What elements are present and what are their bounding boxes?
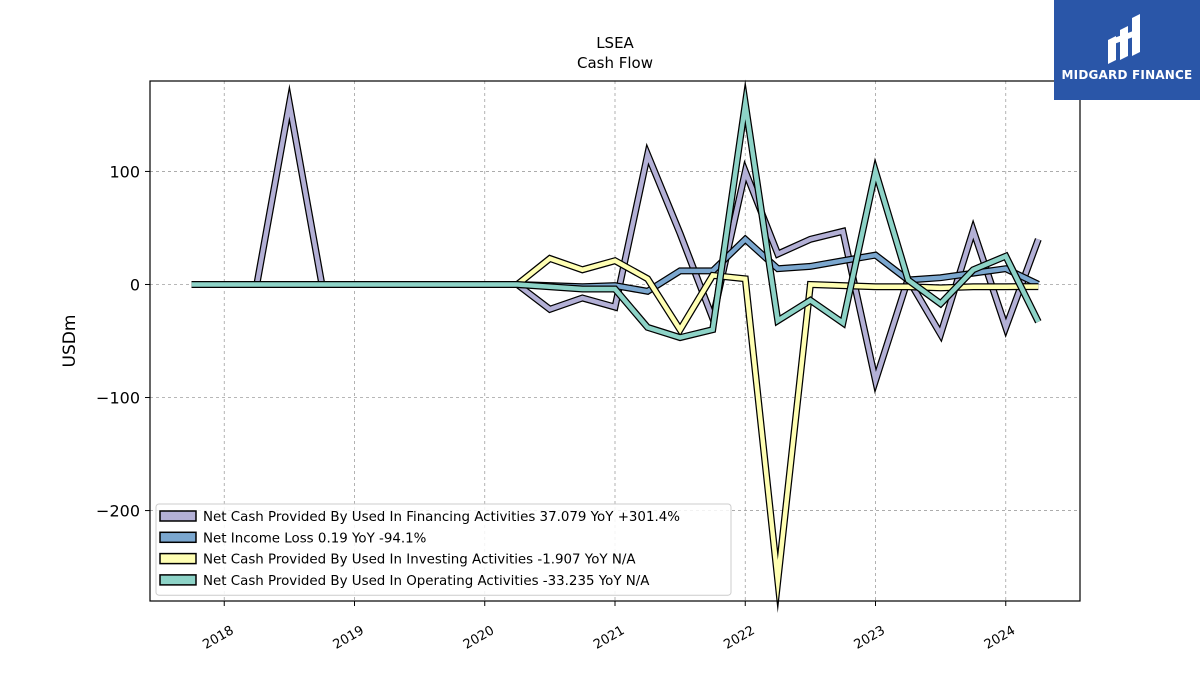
- legend-swatch: [159, 574, 197, 586]
- x-tick-label: 2023: [852, 623, 888, 653]
- legend-label: Net Cash Provided By Used In Operating A…: [203, 574, 650, 589]
- x-axis: 2018 2019 2020 2021 2022 2023 2024: [200, 601, 1018, 653]
- series-line: [191, 79, 1042, 342]
- brand-name: MIDGARD FINANCE: [1061, 68, 1193, 82]
- brand-logo: MIDGARD FINANCE: [1054, 0, 1200, 100]
- chart-subtitle: Cash Flow: [577, 54, 653, 72]
- midgard-logo-icon: [1108, 14, 1140, 64]
- y-tick-label: −100: [96, 389, 140, 408]
- y-tick-label: 0: [130, 275, 140, 294]
- legend-swatch: [159, 531, 197, 544]
- legend-label: Net Cash Provided By Used In Investing A…: [203, 553, 636, 568]
- legend-swatch: [159, 552, 197, 565]
- series-layer: [191, 79, 1042, 614]
- y-tick-label: −200: [96, 502, 140, 521]
- legend-swatch: [159, 510, 197, 522]
- x-tick-label: 2019: [331, 623, 367, 653]
- legend-label: Net Cash Provided By Used In Financing A…: [203, 510, 680, 525]
- chart-title: LSEA: [596, 34, 634, 52]
- x-tick-label: 2024: [982, 623, 1018, 653]
- y-axis-label: USDm: [60, 315, 80, 368]
- x-tick-label: 2022: [721, 623, 757, 653]
- legend: Net Cash Provided By Used In Financing A…: [155, 503, 732, 596]
- x-tick-label: 2020: [461, 623, 497, 653]
- x-tick-label: 2021: [591, 623, 627, 653]
- y-axis: −200 −100 0 100: [96, 162, 150, 521]
- series-line-stroke: [191, 88, 1041, 340]
- y-tick-label: 100: [109, 162, 140, 181]
- legend-label: Net Income Loss 0.19 YoY -94.1%: [203, 531, 426, 546]
- x-tick-label: 2018: [200, 623, 236, 653]
- legend-box: [155, 503, 732, 596]
